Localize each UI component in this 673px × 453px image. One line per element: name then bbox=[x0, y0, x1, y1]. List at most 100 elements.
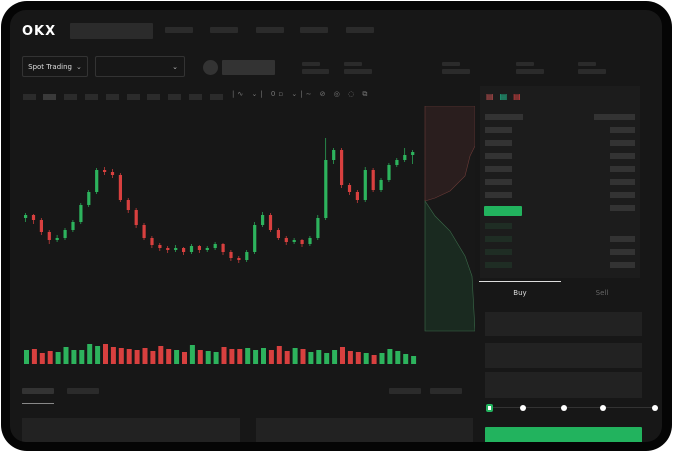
slider-step-75[interactable] bbox=[600, 405, 606, 411]
bid-amount bbox=[610, 249, 635, 255]
filter-button[interactable] bbox=[389, 388, 421, 394]
volume-bar bbox=[371, 355, 377, 364]
stat-label bbox=[442, 62, 460, 66]
buy-tab[interactable]: Buy bbox=[513, 289, 527, 297]
sell-tab[interactable]: Sell bbox=[595, 289, 609, 297]
volume-bar bbox=[71, 350, 77, 364]
coin-icon bbox=[203, 60, 218, 75]
volume-bar bbox=[39, 353, 45, 364]
stat-value bbox=[344, 69, 372, 74]
bid-amount bbox=[610, 262, 635, 268]
volume-bar bbox=[55, 352, 61, 364]
timeframe-button[interactable] bbox=[85, 94, 98, 100]
volume-bar bbox=[79, 350, 85, 364]
candle bbox=[371, 170, 375, 190]
stat-label bbox=[302, 62, 320, 66]
order-book-both-icon[interactable]: ▤ bbox=[486, 92, 500, 101]
order-book-view-toggles[interactable]: ▤▤▤ bbox=[486, 92, 527, 101]
history-tab[interactable] bbox=[67, 388, 99, 394]
bid-price bbox=[485, 249, 512, 255]
timeframe-button[interactable] bbox=[189, 94, 202, 100]
volume-bar bbox=[31, 349, 37, 364]
timeframe-button[interactable] bbox=[23, 94, 36, 100]
buy-tab-underline bbox=[479, 281, 561, 282]
ask-price bbox=[485, 179, 512, 185]
stat-value bbox=[516, 69, 544, 74]
volume-bar bbox=[110, 347, 116, 364]
price-input[interactable] bbox=[485, 312, 642, 336]
nav-item[interactable] bbox=[346, 27, 374, 33]
candle bbox=[340, 150, 344, 185]
candle bbox=[308, 238, 312, 244]
candlestick-chart[interactable] bbox=[10, 106, 475, 371]
candle bbox=[245, 252, 249, 260]
volume-bar bbox=[387, 349, 393, 364]
stat-value bbox=[578, 69, 606, 74]
slider-step-100[interactable] bbox=[652, 405, 658, 411]
draw-line-icon[interactable]: ∼ ⊘ ◎ ◌ ⧉ bbox=[305, 90, 371, 98]
timeframe-button-active[interactable] bbox=[43, 94, 56, 100]
pair-select[interactable]: ⌄ bbox=[95, 56, 185, 77]
total-input[interactable] bbox=[485, 372, 642, 398]
candle bbox=[316, 218, 320, 238]
market-type-select[interactable]: Spot Trading ⌄ bbox=[22, 56, 88, 77]
volume-bar bbox=[158, 346, 164, 364]
ask-amount bbox=[610, 127, 635, 133]
nav-item[interactable] bbox=[300, 27, 328, 33]
stat-value bbox=[302, 69, 329, 74]
volume-bar bbox=[134, 350, 140, 364]
volume-bar bbox=[189, 345, 195, 364]
indicator-icon[interactable]: |∿ ⌄| bbox=[232, 90, 266, 98]
book-header-price bbox=[485, 114, 523, 120]
timeframe-button[interactable] bbox=[127, 94, 140, 100]
ask-price bbox=[485, 127, 512, 133]
amount-input[interactable] bbox=[485, 343, 642, 368]
timeframe-button[interactable] bbox=[147, 94, 160, 100]
orders-tab-active[interactable] bbox=[22, 388, 54, 394]
slider-track[interactable] bbox=[488, 407, 658, 408]
slider-step-25[interactable] bbox=[520, 405, 526, 411]
search-placeholder[interactable] bbox=[70, 23, 153, 39]
buy-button[interactable] bbox=[485, 427, 642, 442]
candle bbox=[379, 180, 383, 190]
ask-price bbox=[485, 140, 512, 146]
candle bbox=[31, 215, 36, 220]
chevron-down-icon: ⌄ bbox=[172, 62, 178, 71]
chevron-down-icon: ⌄ bbox=[75, 62, 82, 71]
volume-bar bbox=[395, 351, 401, 364]
nav-item[interactable] bbox=[165, 27, 193, 33]
volume-bar bbox=[205, 351, 211, 364]
candle bbox=[47, 232, 51, 240]
candle bbox=[182, 248, 186, 252]
candle bbox=[347, 185, 352, 192]
candle bbox=[110, 172, 115, 175]
volume-bar bbox=[284, 351, 290, 364]
filter-button[interactable] bbox=[430, 388, 462, 394]
timeframe-button[interactable] bbox=[210, 94, 223, 100]
timeframe-button[interactable] bbox=[168, 94, 181, 100]
candle bbox=[300, 240, 304, 244]
slider-handle[interactable] bbox=[486, 404, 493, 412]
order-book-bids-icon[interactable]: ▤ bbox=[499, 92, 514, 101]
okx-logo: OKX bbox=[22, 24, 57, 39]
volume-bar bbox=[316, 350, 322, 364]
candle bbox=[63, 230, 67, 238]
slider-step-50[interactable] bbox=[561, 405, 567, 411]
tab-underline bbox=[22, 403, 54, 404]
candle bbox=[126, 200, 130, 210]
nav-item[interactable] bbox=[210, 27, 238, 33]
bid-price bbox=[485, 223, 512, 229]
nav-item[interactable] bbox=[256, 27, 284, 33]
order-book-asks-icon[interactable]: ▤ bbox=[513, 92, 527, 101]
chart-tools[interactable]: |∿ ⌄| 0▫ ⌄|∼ ⊘ ◎ ◌ ⧉ bbox=[232, 90, 370, 99]
timeframe-button[interactable] bbox=[64, 94, 77, 100]
candle bbox=[205, 248, 209, 250]
ask-amount bbox=[610, 166, 635, 172]
candle bbox=[95, 170, 99, 192]
volume-bar bbox=[411, 356, 417, 364]
depth-bids bbox=[424, 200, 475, 332]
chart-type-icon[interactable]: 0▫ ⌄| bbox=[265, 90, 306, 98]
market-type-label: Spot Trading bbox=[28, 62, 72, 71]
stat-label bbox=[516, 62, 534, 66]
timeframe-button[interactable] bbox=[106, 94, 119, 100]
